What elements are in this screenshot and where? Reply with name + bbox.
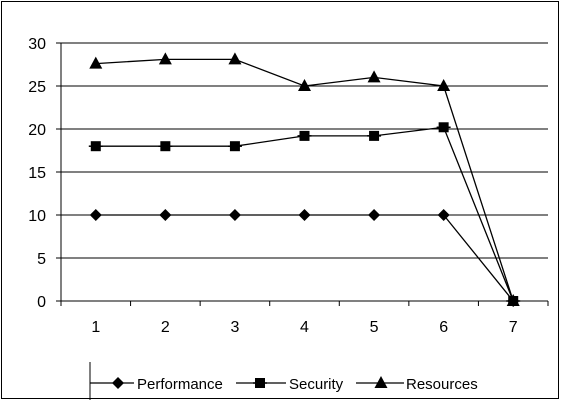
point-security [88,141,103,152]
y-tick-label: 20 [28,122,46,139]
point-resources [506,294,520,306]
point-performance [89,209,102,221]
series-resources [89,52,520,306]
point-resources [367,70,381,83]
point-performance [228,209,241,221]
legend-marker-resources [374,376,388,388]
point-resources [89,56,103,69]
series-layer [88,52,521,307]
legend: Performance Security Resources [89,362,478,400]
legend-marker-security [253,378,267,388]
tick-labels: 0 5 10 15 20 25 30 1 2 3 4 5 6 7 [28,36,518,336]
legend-label-resources: Resources [406,376,478,393]
point-security [297,130,312,141]
point-resources [437,79,451,91]
legend-entry-security: Security [236,376,344,393]
point-resources [298,79,311,91]
point-performance [368,209,381,221]
y-tick-label: 30 [28,36,46,53]
grid-lines [61,42,548,259]
x-tick-label: 7 [509,319,518,336]
legend-marker-performance [112,377,124,389]
y-tick-label: 5 [37,251,46,268]
point-security [227,141,242,152]
axes [56,42,549,306]
x-tick-label: 1 [91,319,100,336]
point-performance [159,209,172,221]
point-security [367,130,382,141]
point-security [158,141,173,152]
series-line-resources [95,58,514,302]
legend-entry-resources: Resources [356,376,478,393]
x-tick-label: 2 [161,319,170,336]
x-tick-label: 4 [300,319,309,336]
y-tick-label: 0 [37,294,46,311]
point-performance [298,209,311,221]
y-tick-label: 10 [28,208,46,225]
y-tick-label: 25 [28,79,46,96]
x-tick-label: 5 [370,319,379,336]
legend-entry-performance: Performance [90,376,223,393]
x-tick-label: 6 [439,319,448,336]
point-resources [228,52,242,65]
y-tick-label: 15 [28,165,46,182]
point-security [436,122,451,133]
point-performance [437,209,450,221]
legend-label-security: Security [289,376,344,393]
x-tick-label: 3 [230,319,239,336]
point-resources [158,52,172,65]
legend-label-performance: Performance [137,376,223,393]
